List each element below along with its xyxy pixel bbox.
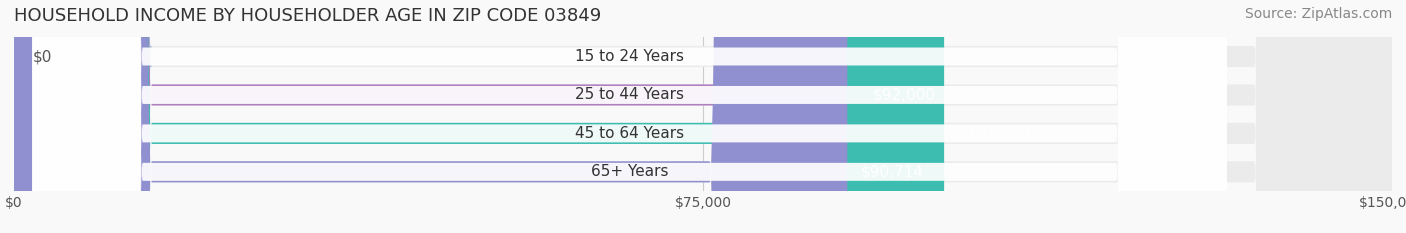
FancyBboxPatch shape (14, 0, 945, 233)
FancyBboxPatch shape (32, 0, 1226, 233)
Text: 65+ Years: 65+ Years (591, 164, 668, 179)
FancyBboxPatch shape (32, 0, 1226, 233)
Text: $101,250: $101,250 (957, 126, 1031, 141)
FancyBboxPatch shape (32, 0, 1226, 233)
Text: $0: $0 (32, 49, 52, 64)
Text: 15 to 24 Years: 15 to 24 Years (575, 49, 683, 64)
FancyBboxPatch shape (14, 0, 848, 233)
FancyBboxPatch shape (14, 0, 1392, 233)
Text: $92,000: $92,000 (873, 87, 936, 103)
FancyBboxPatch shape (14, 0, 1392, 233)
Text: HOUSEHOLD INCOME BY HOUSEHOLDER AGE IN ZIP CODE 03849: HOUSEHOLD INCOME BY HOUSEHOLDER AGE IN Z… (14, 7, 602, 25)
Text: 45 to 64 Years: 45 to 64 Years (575, 126, 685, 141)
FancyBboxPatch shape (32, 0, 1226, 233)
FancyBboxPatch shape (14, 0, 1392, 233)
Text: Source: ZipAtlas.com: Source: ZipAtlas.com (1244, 7, 1392, 21)
Text: 25 to 44 Years: 25 to 44 Years (575, 87, 683, 103)
FancyBboxPatch shape (14, 0, 1392, 233)
Text: $90,714: $90,714 (860, 164, 924, 179)
FancyBboxPatch shape (0, 0, 152, 233)
FancyBboxPatch shape (14, 0, 859, 233)
